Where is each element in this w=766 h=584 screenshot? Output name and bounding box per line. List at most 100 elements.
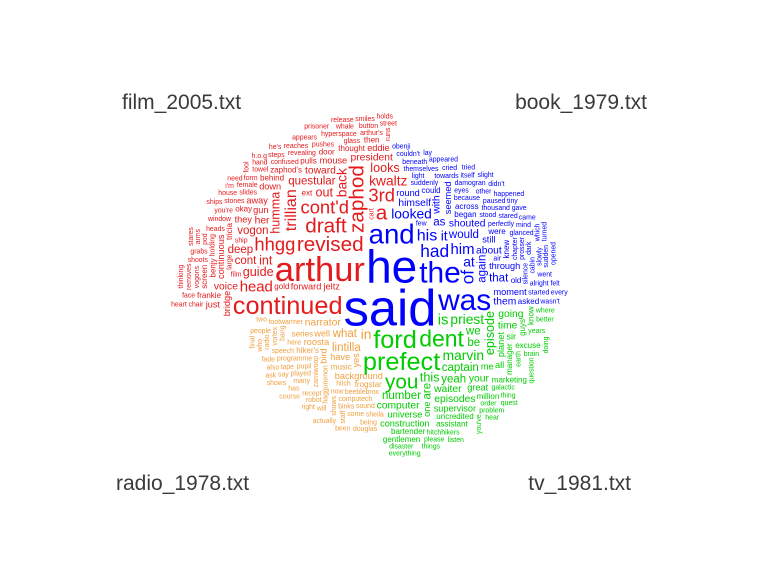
word-problem: problem (479, 408, 504, 415)
word-had: had (420, 241, 449, 261)
word-hiker-s: hiker's (296, 346, 319, 355)
word-down: down (259, 182, 281, 192)
word-hand: hand (252, 160, 267, 167)
word-narrator: narrator (305, 318, 342, 329)
word-asked: asked (518, 297, 539, 306)
word-themselves: themselves (404, 166, 439, 173)
word-universe: universe (388, 410, 423, 420)
word-eyes: eyes (454, 187, 469, 194)
word-robot: robot (306, 397, 322, 404)
word-arms: arms (195, 228, 202, 244)
word-know: know (526, 306, 535, 325)
word-kwaltz: kwaltz (369, 173, 407, 188)
word-steps: steps (268, 152, 285, 159)
word-3rd: 3rd (368, 185, 395, 206)
word-have: have (330, 352, 350, 362)
word-things: things (422, 443, 441, 450)
word-bartender: bartender (391, 427, 426, 436)
word-order: order (480, 401, 497, 408)
word-ford: ford (373, 326, 417, 354)
word-int: int (259, 254, 273, 268)
word-tricia: tricia (225, 223, 234, 240)
word-round: round (396, 188, 420, 198)
word-marketing: marketing (492, 376, 527, 385)
word-episodes: episodes (434, 394, 475, 405)
word-at: at (463, 255, 475, 270)
word-house: house (218, 190, 237, 197)
word-great: great (467, 382, 488, 392)
word-tiny: tiny (507, 198, 518, 205)
word-sound: sound (356, 403, 375, 410)
word-frogstar: frogstar (355, 380, 382, 389)
word-this: this (420, 370, 440, 384)
word-humma: humma (268, 192, 282, 234)
word-shouted: shouted (449, 219, 486, 230)
word-guide: guide (243, 265, 274, 279)
word-computer: computer (377, 401, 420, 412)
word-perfectly: perfectly (488, 221, 515, 228)
word-removes: removes (186, 263, 193, 290)
word-dent: dent (419, 326, 464, 352)
word-ship: ship (235, 237, 248, 244)
word-pulls: pulls (300, 157, 316, 166)
word-now: now (331, 389, 344, 396)
group-label-tv: tv_1981.txt (528, 472, 631, 495)
word-question: question (528, 357, 535, 383)
word-million: million (477, 392, 500, 401)
word-because: because (454, 195, 480, 202)
word-gold: gold (274, 282, 289, 291)
word-shows: shows (331, 396, 338, 416)
word-gun: gun (253, 205, 268, 215)
word-prosser: prosser (519, 236, 526, 260)
word-dark: dark (526, 241, 533, 255)
word-waiter: waiter (433, 384, 462, 395)
word-me: me (481, 361, 494, 371)
word-as: as (433, 216, 445, 228)
word-we: we (465, 326, 481, 338)
word-has: has (288, 385, 300, 392)
word-zaphod: zaphod (346, 165, 369, 233)
word-programme: programme (277, 356, 312, 363)
word-street: street (380, 120, 397, 127)
word-shoots: shoots (188, 257, 209, 264)
word-out: out (316, 186, 334, 200)
word-fool: fool (243, 161, 250, 173)
word-alright: alright (530, 281, 549, 288)
word-forward: forward (291, 282, 322, 292)
word-bang: bang (279, 325, 286, 340)
word-background: background (335, 371, 383, 381)
word-himself: himself (398, 198, 431, 209)
word-towards: towards (434, 173, 459, 180)
word-disaster: disaster (389, 444, 414, 451)
word-reaches: reaches (284, 143, 309, 150)
word-obenji: obenji (392, 144, 411, 151)
word-stares: stares (188, 227, 195, 246)
word-everything: everything (389, 450, 421, 457)
word-beneath: beneath (402, 159, 427, 166)
word-h-o-g: h.o.g (252, 153, 267, 160)
word-lintilla: lintilla (332, 342, 361, 354)
word-towel: towel (252, 167, 269, 174)
word-across: across (455, 202, 479, 211)
word-also: also (267, 365, 280, 372)
word-hitch: hitch (336, 381, 351, 388)
word-assistant: assistant (436, 420, 468, 429)
word-hear: hear (485, 415, 499, 422)
word-captain: captain (442, 362, 479, 374)
word-itself: itself (461, 172, 475, 179)
word-roosta: roosta (304, 337, 330, 347)
word-please: please (424, 437, 444, 444)
word-shows: shows (267, 380, 287, 387)
word-began: began (454, 210, 476, 219)
word-slight: slight (478, 172, 494, 179)
word-just: just (205, 299, 221, 309)
word-eddie: eddie (367, 143, 389, 153)
word-bird: bird (319, 348, 329, 363)
word-deep: deep (228, 244, 254, 256)
word-revised: revised (297, 233, 364, 256)
word-film: film (231, 272, 242, 279)
word-the: the (419, 257, 461, 290)
word-going: going (498, 309, 523, 320)
word-guys: guys (518, 319, 527, 336)
word-fade: fade (262, 357, 276, 364)
